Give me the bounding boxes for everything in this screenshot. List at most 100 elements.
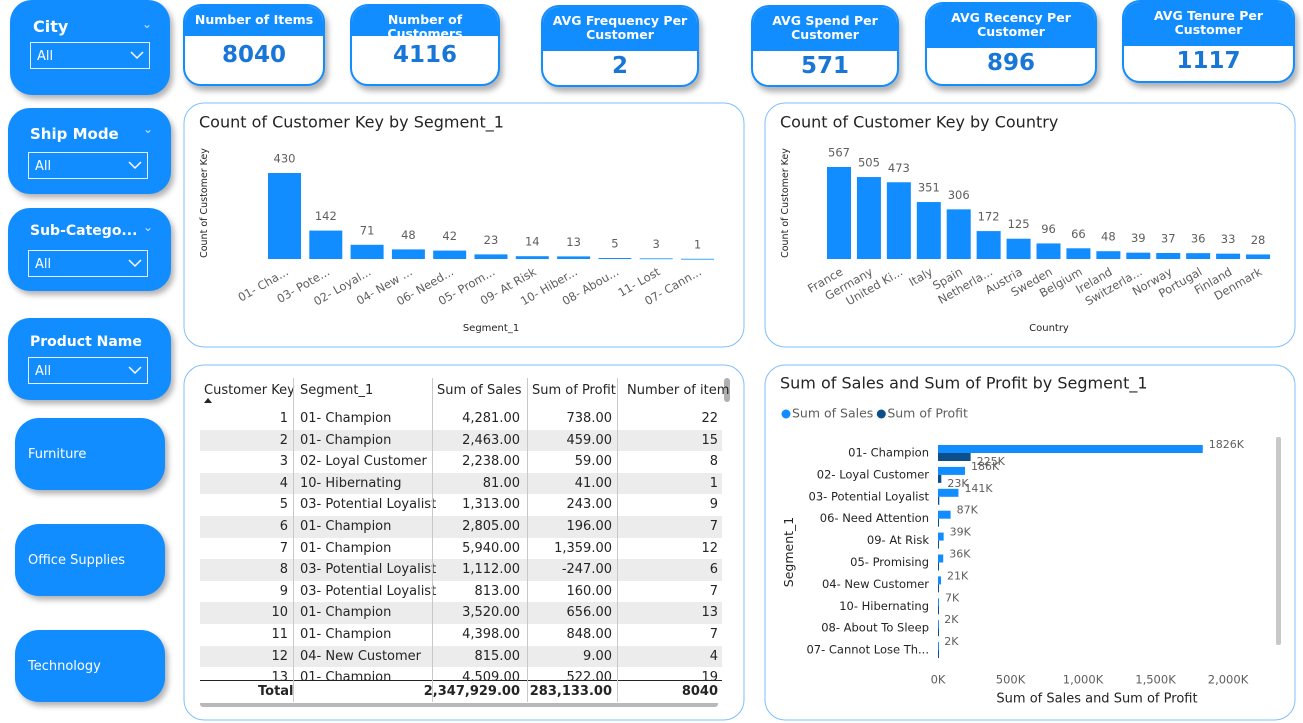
data-label: 142 (315, 209, 337, 223)
bar (557, 256, 591, 259)
y-axis-title: Count of Customer Key (199, 148, 210, 258)
bar (938, 628, 939, 637)
table-row: 8 03- Potential Loyalist 1,112.00 -247.00 6 (200, 559, 722, 581)
bar (938, 445, 1203, 453)
table-cell: 15 (701, 432, 718, 448)
table-cell: 738.00 (566, 411, 613, 426)
table-row: 5 03- Potential Loyalist 1,313.00 243.00 9 (200, 494, 722, 516)
table-cell: 9 (709, 497, 718, 513)
bar (938, 554, 944, 563)
category-button[interactable]: Technology (15, 630, 165, 702)
data-label: 1 (694, 237, 701, 251)
total-cell: 2,347,929.00 (423, 684, 520, 699)
slicer-title: Ship Mode (30, 125, 119, 143)
legend-label: Sum of Sales (792, 406, 873, 421)
legend-label: Sum of Profit (887, 406, 968, 421)
data-label: 28 (1251, 233, 1266, 247)
bar (474, 254, 508, 259)
kpi-title: Number of Items (185, 6, 323, 36)
table-row: 3 02- Loyal Customer 2,238.00 59.00 8 (200, 451, 722, 473)
data-label: 186K (971, 460, 1000, 473)
chevron (128, 161, 142, 170)
data-label: 473 (888, 161, 910, 175)
table-cell: 22 (701, 411, 718, 426)
data-label: 1826K (1209, 438, 1245, 451)
bar (309, 230, 343, 259)
slicer[interactable]: City ⌄ All (10, 0, 170, 95)
slicer[interactable]: Product Name All (8, 318, 171, 400)
chevron: ⌄ (142, 220, 153, 234)
scrollbar[interactable] (724, 378, 730, 402)
kpi-title: AVG Recency Per Customer (927, 4, 1095, 48)
chart-title: Count of Customer Key by Country (780, 113, 1058, 132)
slicer[interactable]: Ship Mode ⌄ All (8, 108, 171, 194)
total-label: Total (258, 684, 294, 699)
data-label: 66 (1071, 227, 1086, 241)
category-button[interactable]: Furniture (15, 418, 165, 490)
kpi-card: AVG Frequency Per Customer 2 (541, 5, 699, 87)
column-divider (432, 378, 433, 702)
table-cell: 12 (701, 540, 718, 556)
kpi-card: Number of Customers 4116 (350, 4, 500, 86)
total-cell: 283,133.00 (529, 684, 612, 699)
table-cell: 5,940.00 (462, 540, 520, 556)
x-axis-title: Sum of Sales and Sum of Profit (996, 692, 1197, 707)
table-cell: 459.00 (566, 432, 613, 448)
total-row: Total 2,347,929.00 283,133.00 8040 (200, 680, 722, 703)
table-cell: 5 (279, 497, 288, 513)
table-cell: 813.00 (474, 583, 521, 599)
table-cell: 815.00 (474, 648, 521, 664)
dropdown[interactable]: All (28, 357, 148, 384)
chart-title: Count of Customer Key by Segment_1 (199, 113, 504, 133)
kpi-value: 1117 (1176, 48, 1241, 74)
kpi-title: AVG Spend Per Customer (753, 7, 897, 51)
bar (938, 488, 959, 497)
bar (938, 562, 939, 571)
slicer-title: Sub-Catego... (30, 223, 138, 239)
table-cell: 13 (701, 605, 718, 621)
scrollbar[interactable] (1276, 437, 1281, 645)
dropdown-value: All (37, 49, 54, 64)
table-cell: 9.00 (583, 648, 612, 664)
data-label: 225K (977, 455, 1006, 468)
table-cell: 01- Champion (300, 411, 392, 426)
table-row: 12 04- New Customer 815.00 9.00 4 (200, 645, 722, 668)
table-row: 6 01- Champion 2,805.00 196.00 7 (200, 516, 722, 538)
dropdown-value: All (35, 257, 52, 272)
table-cell: 848.00 (566, 627, 613, 642)
table-cell: 10 (271, 605, 288, 621)
slicer[interactable]: Sub-Catego... ⌄ All (8, 208, 171, 291)
data-label: 37 (1161, 231, 1176, 245)
panel (764, 102, 1296, 348)
table-cell: 2 (279, 432, 288, 448)
dropdown-value: All (35, 159, 52, 174)
data-label: 125 (1008, 217, 1030, 231)
x-tick-label: 500K (996, 673, 1026, 687)
dropdown[interactable]: All (30, 42, 150, 69)
table-cell: 6 (709, 562, 718, 578)
table-cell: 1,112.00 (462, 562, 520, 578)
bar (938, 453, 971, 461)
data-label: 36K (949, 548, 971, 561)
table-cell: 04- New Customer (300, 648, 421, 664)
data-label: 48 (401, 228, 416, 242)
data-label: 172 (978, 210, 1000, 224)
table-cell: 01- Champion (300, 540, 392, 556)
slicer-title: Product Name (30, 334, 142, 350)
data-label: 71 (360, 223, 375, 237)
y-tick-label: 03- Potential Loyalist (809, 489, 930, 503)
bar (886, 182, 911, 259)
kpi-value: 4116 (392, 42, 457, 68)
bar (938, 496, 940, 505)
dropdown-value: All (35, 364, 52, 379)
dropdown[interactable]: All (28, 152, 148, 179)
table-cell: 7 (709, 583, 718, 599)
data-label: 3 (653, 237, 660, 251)
table-cell: 12 (271, 648, 288, 664)
data-label: 567 (828, 146, 850, 160)
bar (916, 202, 941, 259)
dropdown[interactable]: All (28, 250, 148, 277)
category-button[interactable]: Office Supplies (15, 524, 165, 596)
table-cell: 03- Potential Loyalist (300, 583, 437, 599)
